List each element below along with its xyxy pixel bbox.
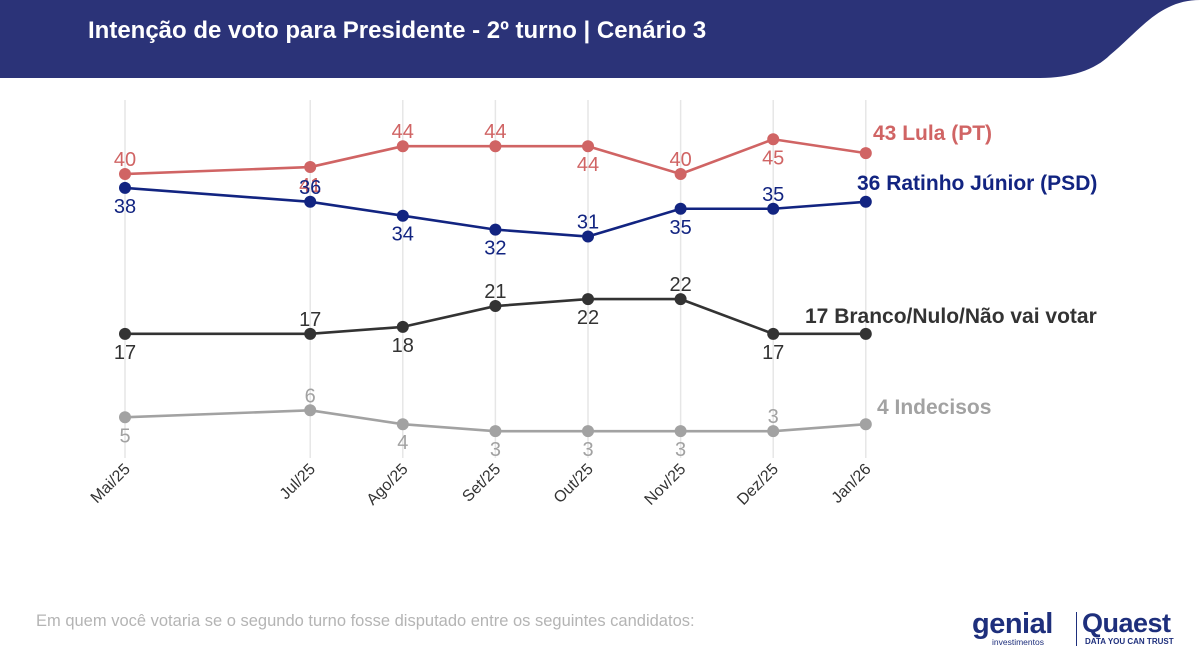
data-point (396, 320, 409, 333)
data-label: 35 (762, 184, 784, 206)
data-point (674, 202, 687, 215)
data-point (674, 293, 687, 306)
data-point (489, 140, 502, 153)
data-point (489, 300, 502, 313)
data-label: 45 (762, 147, 784, 169)
data-label: 44 (392, 121, 414, 143)
data-label: 44 (484, 121, 506, 143)
x-tick-label: Dez/25 (734, 461, 782, 509)
data-point (767, 202, 780, 215)
data-label: 38 (114, 196, 136, 218)
data-label: 32 (484, 238, 506, 260)
data-label: 4 (397, 432, 408, 454)
x-tick-label: Nov/25 (642, 461, 690, 509)
series-end-label: 4 Indecisos (877, 396, 991, 419)
series-2: 38 36 34 32 31 35 35 36 Ratinho Júnior (PSD) (114, 172, 1097, 260)
question-footnote: Em quem você votaria se o segundo turno … (36, 612, 695, 630)
data-label: 18 (392, 335, 414, 357)
data-point (767, 327, 780, 340)
data-point (119, 181, 131, 194)
data-label: 31 (577, 212, 599, 234)
series-1: 40 41 44 44 44 40 45 43 Lula (PT) (114, 121, 992, 197)
x-axis: Mai/25 Jul/25 Ago/25 Set/25 Out/25 Nov/25 Dez/… (88, 461, 875, 509)
x-tick-label: Jul/25 (277, 461, 319, 503)
data-label: 35 (669, 217, 691, 239)
data-label: 41 (299, 175, 321, 197)
data-point (304, 161, 317, 174)
series-line (124, 186, 866, 238)
data-point (859, 147, 872, 160)
x-tick-label: Jan/26 (829, 461, 875, 507)
data-point (767, 425, 780, 438)
genial-logo: genial (972, 608, 1053, 640)
data-point (396, 209, 409, 222)
data-point (396, 140, 409, 153)
data-label: 21 (484, 281, 506, 303)
data-point (119, 168, 131, 180)
data-label: 5 (119, 425, 130, 447)
series-end-label: 43 Lula (PT) (873, 122, 992, 145)
data-point (582, 425, 594, 438)
data-label: 3 (768, 406, 779, 428)
quaest-logo-subtitle: DATA YOU CAN TRUST (1085, 637, 1174, 646)
series-line (125, 297, 866, 336)
data-label: 40 (669, 149, 691, 171)
data-label: 44 (577, 154, 599, 176)
data-point (489, 425, 502, 438)
series-end-label: 36 Ratinho Júnior (PSD) (857, 172, 1097, 195)
data-point (859, 195, 872, 208)
data-point (582, 230, 594, 243)
data-point (859, 327, 872, 340)
data-label: 3 (582, 439, 593, 461)
x-tick-label: Set/25 (459, 461, 504, 506)
data-point (859, 418, 872, 431)
data-label: 6 (305, 385, 316, 407)
data-point (674, 425, 687, 438)
data-point (396, 418, 409, 431)
data-point (304, 195, 317, 208)
data-label: 36 (299, 177, 321, 199)
header-band (0, 0, 1200, 78)
data-label: 17 (762, 342, 784, 364)
logos: genial investimentos Quaest DATA YOU CAN… (972, 606, 1182, 650)
data-point (304, 404, 317, 417)
chart-title: Intenção de voto para Presidente - 2º tu… (88, 17, 707, 44)
series-end-label: 17 Branco/Nulo/Não vai votar (805, 305, 1097, 328)
data-point (304, 327, 317, 340)
series-line (124, 408, 866, 433)
genial-logo-subtitle: investimentos (992, 637, 1044, 647)
series-3: 17 17 18 21 22 22 17 17 Branco/Nulo/Não vai vot… (114, 274, 1097, 364)
data-label: 22 (577, 307, 599, 329)
data-label: 3 (675, 439, 686, 461)
quaest-logo: Quaest (1082, 608, 1171, 638)
logo-separator (1076, 612, 1077, 646)
data-label: 3 (490, 439, 501, 461)
data-point (119, 411, 131, 424)
series-4: 5 6 4 3 3 3 3 4 Indecisos (119, 385, 991, 461)
data-label: 17 (299, 309, 321, 331)
data-label: 34 (392, 224, 414, 246)
x-tick-label: Mai/25 (88, 461, 134, 507)
grid-lines (124, 100, 867, 458)
data-point (582, 140, 594, 153)
data-point (582, 293, 594, 306)
x-tick-label: Out/25 (551, 461, 597, 507)
data-label: 17 (114, 342, 136, 364)
data-point (674, 168, 687, 180)
data-label: 22 (669, 274, 691, 296)
x-tick-label: Ago/25 (364, 461, 412, 509)
data-point (767, 133, 780, 146)
series-line (124, 137, 866, 176)
data-label: 40 (114, 149, 136, 171)
data-point (119, 327, 131, 340)
data-point (489, 223, 502, 236)
